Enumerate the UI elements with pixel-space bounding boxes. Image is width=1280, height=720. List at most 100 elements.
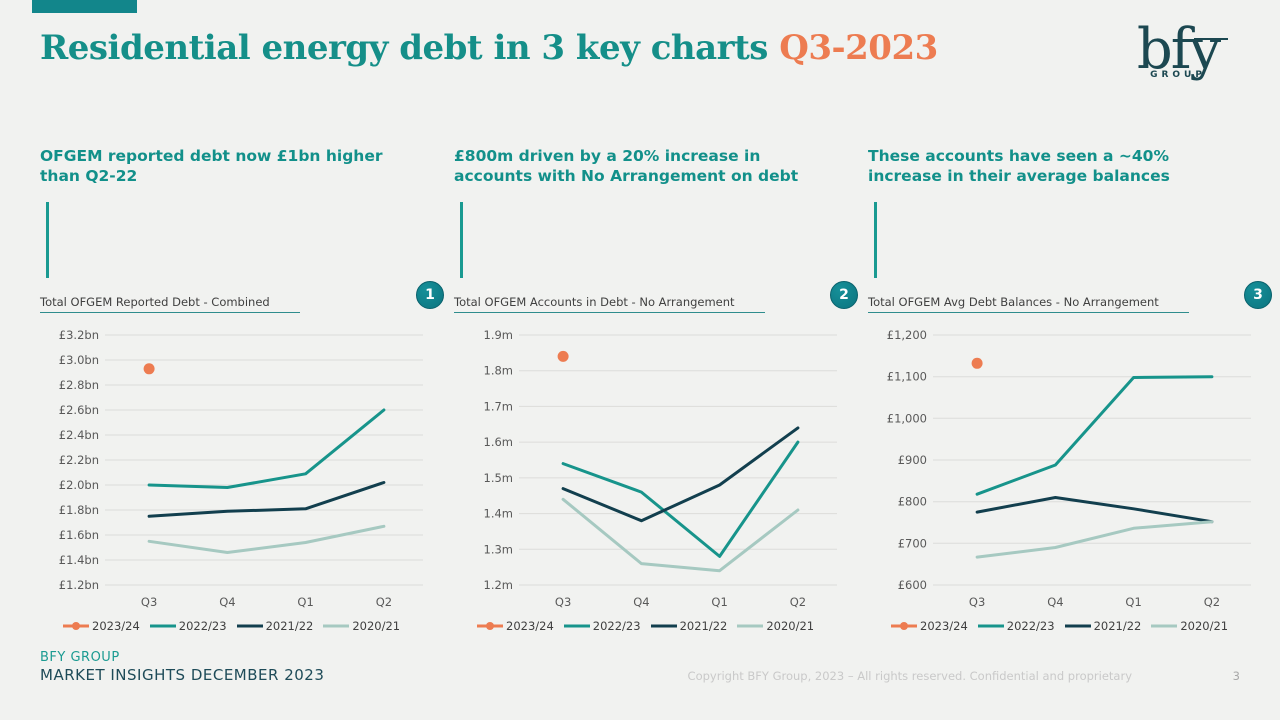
svg-text:Q3: Q3 xyxy=(969,595,985,609)
svg-text:£1.8bn: £1.8bn xyxy=(59,503,99,517)
svg-text:£1.4bn: £1.4bn xyxy=(59,553,99,567)
logo-subtext: GROUP xyxy=(1150,70,1206,80)
svg-text:£2.8bn: £2.8bn xyxy=(59,378,99,392)
legend-label: 2022/23 xyxy=(178,619,227,633)
legend-label: 2021/22 xyxy=(679,619,728,633)
svg-text:1.7m: 1.7m xyxy=(484,399,514,413)
chart-title: Total OFGEM Reported Debt - Combined xyxy=(40,295,300,313)
svg-text:£2.0bn: £2.0bn xyxy=(59,478,99,492)
vertical-accent-line xyxy=(46,202,49,278)
chart-column-1: OFGEM reported debt now £1bn higher than… xyxy=(40,146,444,633)
legend-marker-icon xyxy=(737,624,764,628)
svg-text:1.3m: 1.3m xyxy=(484,542,514,556)
legend-label: 2023/24 xyxy=(920,619,968,633)
chart-legend: 2023/24 2022/23 2021/22 2020/21 xyxy=(454,619,844,633)
svg-text:£1,200: £1,200 xyxy=(887,328,927,342)
svg-text:Q4: Q4 xyxy=(219,595,235,609)
legend-label: 2022/23 xyxy=(1006,619,1055,633)
legend-item-2021-22: 2021/22 xyxy=(236,619,314,633)
legend-item-2022-23: 2022/23 xyxy=(977,619,1055,633)
svg-text:£900: £900 xyxy=(898,453,927,467)
legend-marker-icon xyxy=(149,624,176,628)
page-title: Residential energy debt in 3 key charts … xyxy=(40,28,938,68)
legend-marker-icon xyxy=(1151,624,1178,628)
chart-number-badge: 3 xyxy=(1244,281,1272,309)
svg-text:£800: £800 xyxy=(898,495,927,509)
footer-copyright: Copyright BFY Group, 2023 – All rights r… xyxy=(687,669,1132,683)
accent-bar xyxy=(32,0,137,13)
legend-marker-icon xyxy=(477,622,503,630)
legend-marker-icon xyxy=(563,624,590,628)
chart-column-3: These accounts have seen a ~40% increase… xyxy=(868,146,1272,633)
svg-text:Q3: Q3 xyxy=(141,595,157,609)
chart-heading: £800m driven by a 20% increase in accoun… xyxy=(454,147,799,186)
svg-text:Q1: Q1 xyxy=(1125,595,1141,609)
svg-text:£1.2bn: £1.2bn xyxy=(59,578,99,592)
chart-title-row: Total OFGEM Accounts in Debt - No Arrang… xyxy=(454,281,858,317)
legend-marker-icon xyxy=(977,624,1004,628)
page-title-main: Residential energy debt in 3 key charts xyxy=(40,28,768,68)
svg-text:1.2m: 1.2m xyxy=(484,578,514,592)
line-chart: £1,200 £1,100 £1,000 £900 £800 £700 £600 Q3 Q4 Q1… xyxy=(868,319,1258,619)
svg-text:1.5m: 1.5m xyxy=(484,471,514,485)
legend-item-2020-21: 2020/21 xyxy=(736,619,814,633)
chart-heading: OFGEM reported debt now £1bn higher than… xyxy=(40,147,383,186)
svg-text:Q2: Q2 xyxy=(790,595,806,609)
legend-label: 2021/22 xyxy=(265,619,314,633)
legend-marker-icon xyxy=(63,622,89,630)
logo-rule xyxy=(1194,38,1228,40)
svg-text:Q1: Q1 xyxy=(711,595,727,609)
line-chart: 1.9m 1.8m 1.7m 1.6m 1.5m 1.4m 1.3m 1.2m Q3 Q4 Q1 Q2 xyxy=(454,319,844,619)
svg-text:£1,000: £1,000 xyxy=(887,411,927,425)
chart-title: Total OFGEM Avg Debt Balances - No Arran… xyxy=(868,295,1189,313)
svg-text:1.4m: 1.4m xyxy=(484,507,514,521)
svg-text:Q1: Q1 xyxy=(297,595,313,609)
svg-text:£700: £700 xyxy=(898,536,927,550)
legend-label: 2022/23 xyxy=(592,619,641,633)
legend-item-2023-24: 2023/24 xyxy=(890,619,968,633)
legend-label: 2023/24 xyxy=(506,619,554,633)
legend-item-2022-23: 2022/23 xyxy=(563,619,641,633)
chart-number-badge: 1 xyxy=(416,281,444,309)
svg-text:£3.0bn: £3.0bn xyxy=(59,353,99,367)
chart-legend: 2023/24 2022/23 2021/22 2020/21 xyxy=(868,619,1258,633)
legend-item-2020-21: 2020/21 xyxy=(322,619,400,633)
legend-item-2023-24: 2023/24 xyxy=(62,619,140,633)
legend-label: 2023/24 xyxy=(92,619,140,633)
svg-text:1.6m: 1.6m xyxy=(484,435,514,449)
chart-columns: OFGEM reported debt now £1bn higher than… xyxy=(40,146,1272,633)
legend-marker-icon xyxy=(236,624,263,628)
legend-label: 2020/21 xyxy=(766,619,815,633)
legend-item-2023-24: 2023/24 xyxy=(476,619,554,633)
chart-number-badge: 2 xyxy=(830,281,858,309)
svg-text:£3.2bn: £3.2bn xyxy=(59,328,99,342)
chart-column-2: £800m driven by a 20% increase in accoun… xyxy=(454,146,858,633)
svg-text:Q2: Q2 xyxy=(376,595,392,609)
svg-text:£1.6bn: £1.6bn xyxy=(59,528,99,542)
legend-marker-icon xyxy=(650,624,677,628)
legend-item-2022-23: 2022/23 xyxy=(149,619,227,633)
legend-marker-icon xyxy=(891,622,917,630)
svg-text:Q4: Q4 xyxy=(633,595,649,609)
svg-text:1.9m: 1.9m xyxy=(484,328,514,342)
footer-subtitle: MARKET INSIGHTS DECEMBER 2023 xyxy=(40,666,325,684)
legend-item-2021-22: 2021/22 xyxy=(650,619,728,633)
svg-text:Q3: Q3 xyxy=(555,595,571,609)
legend-marker-icon xyxy=(1064,624,1091,628)
page-title-accent: Q3-2023 xyxy=(779,28,938,68)
chart-title: Total OFGEM Accounts in Debt - No Arrang… xyxy=(454,295,765,313)
svg-text:£600: £600 xyxy=(898,578,927,592)
chart-title-row: Total OFGEM Reported Debt - Combined 1 xyxy=(40,281,444,317)
logo-wordmark: bfy xyxy=(1136,17,1221,82)
svg-text:£2.6bn: £2.6bn xyxy=(59,403,99,417)
svg-text:1.8m: 1.8m xyxy=(484,364,514,378)
legend-marker-icon xyxy=(323,624,350,628)
bfy-logo: bfy GROUP xyxy=(1132,17,1228,82)
svg-text:£1,100: £1,100 xyxy=(887,370,927,384)
page-number: 3 xyxy=(1232,669,1240,683)
svg-text:Q4: Q4 xyxy=(1047,595,1063,609)
legend-label: 2020/21 xyxy=(352,619,401,633)
vertical-accent-line xyxy=(460,202,463,278)
legend-item-2020-21: 2020/21 xyxy=(1150,619,1228,633)
svg-text:£2.4bn: £2.4bn xyxy=(59,428,99,442)
